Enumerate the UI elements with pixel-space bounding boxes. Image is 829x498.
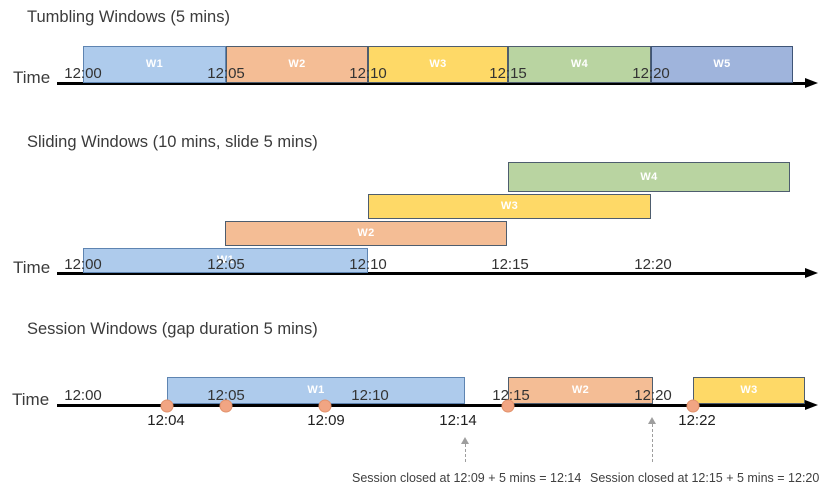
event-time-label: 12:14 (439, 412, 477, 429)
section-title-sliding-windows: Sliding Windows (10 mins, slide 5 mins) (27, 133, 318, 151)
window-label: W1 (145, 58, 164, 70)
window-tumbling-windows-w4: W4 (508, 46, 651, 83)
time-axis-label-session-windows: Time (12, 390, 50, 409)
session-closed-caption: Session closed at 12:09 + 5 mins = 12:14 (352, 471, 582, 485)
window-label: W5 (713, 58, 731, 70)
timeline-session-windows (57, 404, 805, 407)
window-label: W1 (216, 254, 235, 266)
window-tumbling-windows-w3: W3 (368, 46, 508, 83)
section-title-session-windows: Session Windows (gap duration 5 mins) (27, 320, 318, 338)
event-dot (501, 399, 515, 412)
tick-label-tumbling-windows: 12:00 (64, 65, 102, 82)
dashed-up-arrow-icon (461, 437, 469, 462)
window-session-windows-w3: W3 (693, 377, 805, 404)
tick-label-session-windows: 12:10 (351, 387, 389, 404)
window-sliding-windows-w3: W3 (368, 194, 651, 219)
arrow-stem (464, 444, 466, 462)
window-label: W2 (357, 227, 375, 239)
event-dot (686, 399, 700, 412)
arrowhead-icon (648, 417, 656, 424)
dashed-up-arrow-icon (648, 417, 656, 462)
window-sliding-windows-w2: W2 (225, 221, 507, 246)
tick-label-sliding-windows: 12:20 (634, 256, 672, 273)
window-label: W2 (288, 58, 306, 70)
timeline-sliding-windows (57, 272, 805, 275)
tick-label-tumbling-windows: 12:15 (489, 65, 527, 82)
window-tumbling-windows-w5: W5 (651, 46, 793, 83)
tick-label-session-windows: 12:15 (492, 387, 530, 404)
tick-label-session-windows: 12:00 (64, 387, 102, 404)
arrowhead-icon (461, 437, 469, 444)
tick-label-sliding-windows: 12:05 (207, 256, 245, 273)
time-axis-label-tumbling-windows: Time (13, 68, 51, 87)
window-sliding-windows-w1: W1 (83, 248, 368, 273)
window-label: W1 (307, 384, 325, 396)
window-label: W3 (429, 58, 447, 70)
event-dot (318, 399, 332, 412)
tick-label-session-windows: 12:20 (634, 387, 672, 404)
window-label: W3 (740, 384, 758, 396)
session-closed-caption: Session closed at 12:15 + 5 mins = 12:20 (590, 471, 820, 485)
tick-label-tumbling-windows: 12:05 (207, 65, 245, 82)
window-sliding-windows-w4: W4 (508, 162, 790, 192)
window-tumbling-windows-w1: W1 (83, 46, 226, 83)
arrow-stem (651, 424, 653, 462)
window-session-windows-w1: W1 (167, 377, 465, 404)
event-time-label: 12:09 (307, 412, 345, 429)
timeline-arrowhead-icon (805, 400, 818, 410)
tick-label-tumbling-windows: 12:10 (349, 65, 387, 82)
window-label: W2 (571, 384, 590, 396)
timeline-arrowhead-icon (805, 268, 818, 278)
tick-label-tumbling-windows: 12:20 (632, 65, 670, 82)
window-tumbling-windows-w2: W2 (226, 46, 368, 83)
tick-label-session-windows: 12:05 (207, 387, 245, 404)
tick-label-sliding-windows: 12:15 (491, 256, 529, 273)
timeline-tumbling-windows (57, 82, 805, 85)
window-label: W4 (570, 58, 589, 70)
tick-label-sliding-windows: 12:00 (64, 256, 102, 273)
window-label: W3 (500, 200, 519, 212)
timeline-arrowhead-icon (805, 78, 818, 88)
tick-label-sliding-windows: 12:10 (349, 256, 387, 273)
event-dot (219, 399, 233, 412)
event-time-label: 12:04 (147, 412, 185, 429)
time-axis-label-sliding-windows: Time (13, 258, 51, 277)
event-time-label: 12:22 (678, 412, 716, 429)
section-title-tumbling-windows: Tumbling Windows (5 mins) (27, 8, 230, 26)
window-label: W4 (640, 170, 658, 183)
window-session-windows-w2: W2 (508, 377, 653, 404)
event-dot (160, 399, 174, 412)
